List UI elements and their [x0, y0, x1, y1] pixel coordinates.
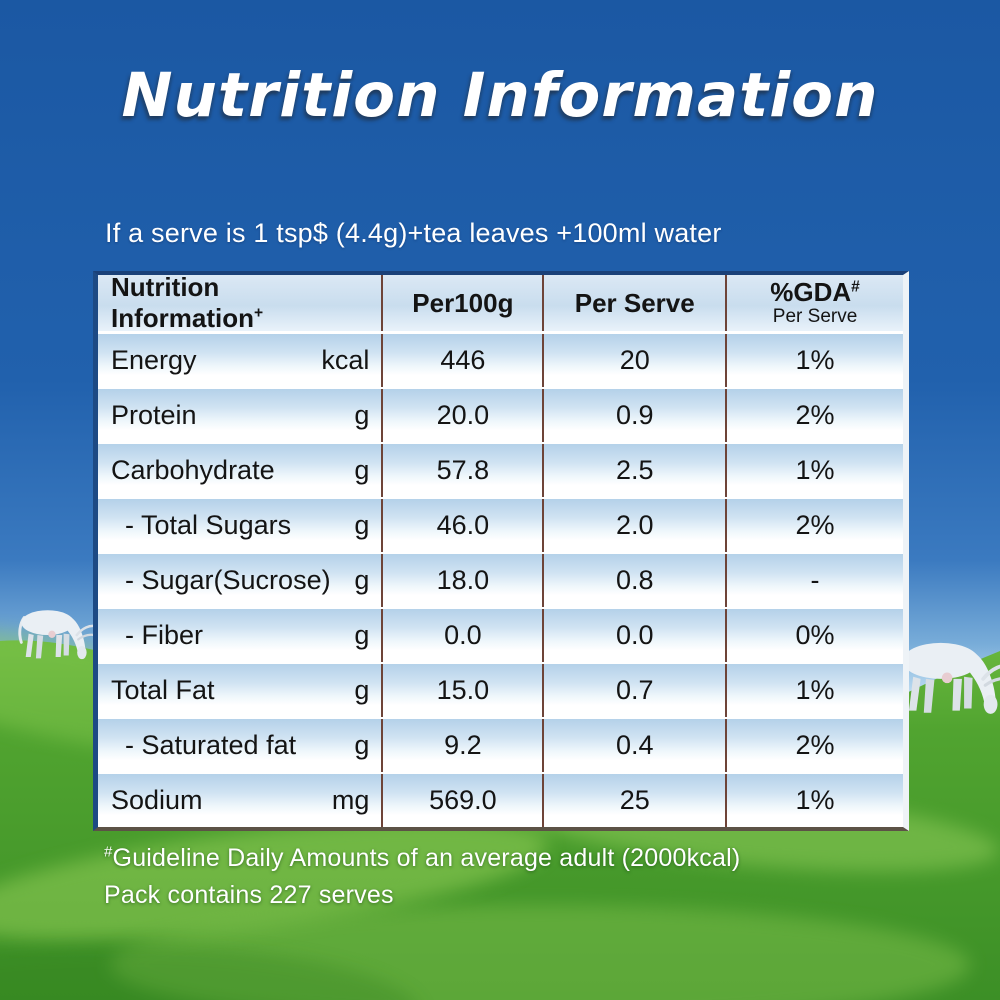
header-gda: %GDA# Per Serve — [725, 275, 903, 331]
value-gda: 1% — [725, 334, 903, 387]
table-row-saturated-fat: - Saturated fat g 9.2 0.4 2% — [98, 719, 903, 774]
value-per-serve: 0.7 — [542, 664, 725, 717]
nutrient-name: - Saturated fat — [125, 730, 297, 760]
nutrient-unit: g — [354, 620, 370, 650]
table-header-row: Nutrition Information+ Per100g Per Serve… — [98, 272, 903, 334]
value-per100g: 9.2 — [381, 719, 542, 772]
table-row-carbohydrate: Carbohydrate g 57.8 2.5 1% — [98, 444, 903, 499]
value-gda: 1% — [725, 774, 903, 827]
value-per100g: 57.8 — [381, 444, 542, 497]
nutrient-name: - Sugar(Sucrose) — [125, 565, 331, 595]
nutrient-name: Energy — [111, 345, 197, 375]
value-per-serve: 20 — [542, 334, 725, 387]
nutrient-unit: g — [354, 675, 370, 705]
value-per100g: 15.0 — [381, 664, 542, 717]
value-gda: 2% — [725, 389, 903, 442]
nutrient-unit: g — [354, 565, 370, 595]
footnote-marker: # — [104, 843, 113, 861]
page-title: Nutrition Information — [121, 60, 879, 131]
table-row-total-sugars: - Total Sugars g 46.0 2.0 2% — [98, 499, 903, 554]
table-row-sugar-sucrose: - Sugar(Sucrose) g 18.0 0.8 - — [98, 554, 903, 609]
value-per100g: 569.0 — [381, 774, 542, 827]
value-gda: 1% — [725, 444, 903, 497]
header-per-serve: Per Serve — [542, 275, 725, 331]
value-per-serve: 0.4 — [542, 719, 725, 772]
value-per100g: 20.0 — [381, 389, 542, 442]
footnote: #Guideline Daily Amounts of an average a… — [104, 840, 740, 914]
table-row-fiber: - Fiber g 0.0 0.0 0% — [98, 609, 903, 664]
value-per100g: 446 — [381, 334, 542, 387]
value-per-serve: 25 — [542, 774, 725, 827]
value-per100g: 18.0 — [381, 554, 542, 607]
value-per-serve: 2.5 — [542, 444, 725, 497]
value-gda: 2% — [725, 719, 903, 772]
value-per-serve: 0.9 — [542, 389, 725, 442]
value-gda: 1% — [725, 664, 903, 717]
table-row-total-fat: Total Fat g 15.0 0.7 1% — [98, 664, 903, 719]
footnote-gda: #Guideline Daily Amounts of an average a… — [104, 840, 740, 877]
nutrition-table: Nutrition Information+ Per100g Per Serve… — [93, 271, 909, 831]
header-nutrition-information: Nutrition Information+ — [98, 272, 381, 333]
nutrient-name: Sodium — [111, 785, 203, 815]
value-per-serve: 0.8 — [542, 554, 725, 607]
nutrient-unit: g — [354, 455, 370, 485]
nutrient-unit: kcal — [321, 345, 370, 375]
value-per-serve: 2.0 — [542, 499, 725, 552]
table-row-protein: Protein g 20.0 0.9 2% — [98, 389, 903, 444]
nutrient-unit: mg — [331, 785, 370, 815]
footnote-gda-text: Guideline Daily Amounts of an average ad… — [112, 844, 741, 872]
nutrient-name: - Total Sugars — [125, 510, 292, 540]
header-gda-label: %GDA — [770, 277, 852, 308]
header-gda-superscript: # — [851, 278, 860, 296]
nutrient-unit: g — [354, 510, 370, 540]
nutrient-name: Carbohydrate — [111, 455, 275, 485]
nutrient-name: - Fiber — [125, 620, 204, 650]
footnote-serves: Pack contains 227 serves — [104, 881, 394, 909]
header-gda-subtitle: Per Serve — [772, 305, 858, 327]
table-row-sodium: Sodium mg 569.0 25 1% — [98, 774, 903, 827]
value-gda: 0% — [725, 609, 903, 662]
table-row-energy: Energy kcal 446 20 1% — [98, 334, 903, 389]
value-per100g: 46.0 — [381, 499, 542, 552]
serving-note: If a serve is 1 tsp$ (4.4g)+tea leaves +… — [105, 218, 722, 248]
nutrient-name: Total Fat — [111, 675, 215, 705]
nutrient-unit: g — [354, 730, 370, 760]
nutrient-name: Protein — [111, 400, 197, 430]
value-per100g: 0.0 — [381, 609, 542, 662]
header-col1-label: Nutrition Information — [111, 272, 254, 333]
value-per-serve: 0.0 — [542, 609, 725, 662]
nutrient-unit: g — [354, 400, 370, 430]
value-gda: 2% — [725, 499, 903, 552]
header-per100g: Per100g — [381, 275, 542, 331]
value-gda: - — [725, 554, 903, 607]
header-col1-superscript: + — [254, 304, 264, 322]
